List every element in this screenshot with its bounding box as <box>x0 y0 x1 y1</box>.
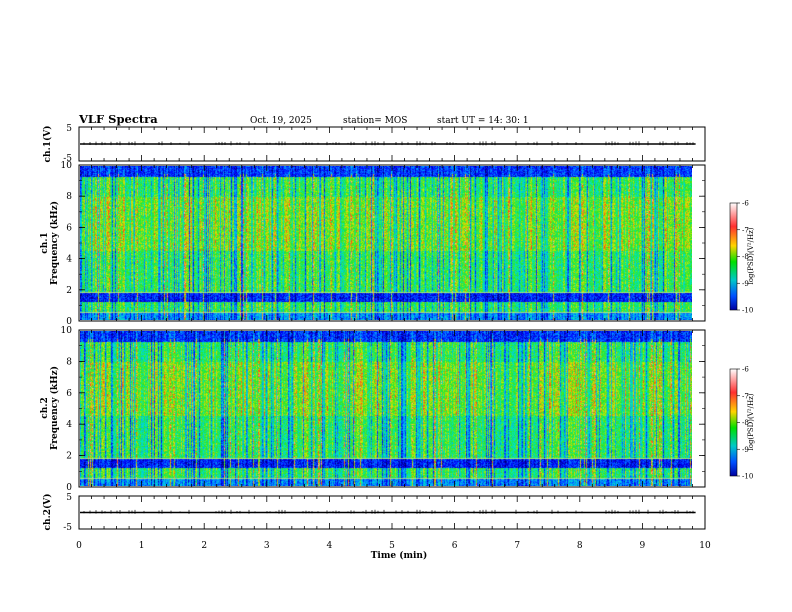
figure-title: VLF Spectra <box>78 112 158 126</box>
time-tick-label: 5 <box>389 541 395 551</box>
frequency-tick-label: 8 <box>66 357 72 367</box>
start-time-label: start UT = 14: 30: 1 <box>437 116 529 126</box>
ch1-ytick-top: 5 <box>66 124 72 134</box>
frequency-tick-label: 0 <box>66 317 72 327</box>
ch2-waveform-ylabel: ch.2(V) <box>42 494 53 531</box>
time-tick-label: 9 <box>640 541 646 551</box>
frequency-tick-label: 2 <box>66 286 72 296</box>
time-tick-label: 0 <box>76 541 82 551</box>
time-tick-label: 6 <box>452 541 458 551</box>
ch2-colorbar: -6 -7 -8 -9 -10 log(PSD)(V²/Hz) <box>729 366 755 481</box>
ch2-waveform-trace <box>80 509 696 514</box>
frequency-tick-label: 4 <box>66 255 72 265</box>
ch1-spectrogram-ylabel-frequency: Frequency (kHz) <box>49 201 60 285</box>
ch1-spectrogram-image <box>80 166 692 320</box>
ch2-spectrogram-yticks: 0 2 4 6 8 10 <box>61 326 705 493</box>
time-tick-label: 1 <box>139 541 145 551</box>
ch1-colorbar-label: log(PSD)(V²/Hz) <box>747 227 755 284</box>
frequency-tick-label: 8 <box>66 192 72 202</box>
colorbar-tick-label: -7 <box>742 392 749 400</box>
ch1-waveform-ylabel: ch.1(V) <box>42 126 53 163</box>
colorbar-tick-label: -10 <box>742 473 753 481</box>
ch2-spectrogram-image <box>80 331 692 486</box>
colorbar-tick-label: -6 <box>742 200 749 208</box>
ch2-colorbar-label: log(PSD)(V²/Hz) <box>747 393 755 450</box>
ch1-colorbar-gradient <box>730 203 737 310</box>
ch1-spectrogram-panel: 0 2 4 6 8 10 ch.1 Frequency (kHz) <box>40 161 706 327</box>
colorbar-tick-label: -8 <box>742 253 749 261</box>
ch1-waveform-trace <box>80 141 696 146</box>
station-label: station= MOS <box>343 116 407 126</box>
time-tick-label: 8 <box>577 541 583 551</box>
ch1-spectrogram-yticks: 0 2 4 6 8 10 <box>61 161 705 327</box>
ch2-spectrogram-panel: 0 2 4 6 8 10 ch.2 Frequency (kHz) <box>40 326 706 493</box>
colorbar-tick-label: -7 <box>742 226 749 234</box>
frequency-tick-label: 6 <box>66 389 72 399</box>
time-tick-label: 10 <box>699 541 711 551</box>
date-label: Oct. 19, 2025 <box>250 116 312 126</box>
colorbar-tick-label: -9 <box>742 280 749 288</box>
ch2-spectrogram-ylabel-channel: ch.2 <box>40 397 50 418</box>
ch1-ytick-bottom: -5 <box>63 154 72 164</box>
colorbar-tick-label: -6 <box>742 366 749 374</box>
time-axis-label: Time (min) <box>371 550 428 561</box>
colorbar-tick-label: -9 <box>742 446 749 454</box>
frequency-tick-label: 10 <box>61 326 73 336</box>
ch2-colorbar-gradient <box>730 369 737 476</box>
time-tick-label: 2 <box>201 541 207 551</box>
colorbar-tick-label: -10 <box>742 307 753 315</box>
colorbar-tick-label: -8 <box>742 419 749 427</box>
ch2-ytick-bottom: -5 <box>63 523 72 533</box>
frequency-tick-label: 4 <box>66 420 72 430</box>
ch1-colorbar-ticks: -6 -7 -8 -9 -10 <box>737 200 753 315</box>
ch2-colorbar-ticks: -6 -7 -8 -9 -10 <box>737 366 753 481</box>
ch1-colorbar: -6 -7 -8 -9 -10 log(PSD)(V²/Hz) <box>729 200 755 315</box>
time-tick-label: 7 <box>514 541 520 551</box>
time-tick-label: 4 <box>327 541 333 551</box>
frequency-tick-label: 2 <box>66 452 72 462</box>
time-axis-tick-labels: 0 1 2 3 4 5 6 7 8 9 10 <box>76 541 711 551</box>
frequency-tick-label: 6 <box>66 223 72 233</box>
frequency-tick-label: 10 <box>61 161 73 171</box>
ch1-spectrogram-ylabel-channel: ch.1 <box>40 232 50 253</box>
ch2-ytick-top: 5 <box>66 493 72 503</box>
frequency-tick-label: 0 <box>66 483 72 493</box>
time-axis-ticks <box>78 127 706 529</box>
time-tick-label: 3 <box>264 541 270 551</box>
ch2-spectrogram-ylabel-frequency: Frequency (kHz) <box>49 366 60 450</box>
